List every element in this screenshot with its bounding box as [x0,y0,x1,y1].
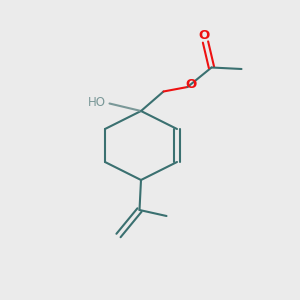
Text: HO: HO [88,95,106,109]
Text: O: O [198,29,210,42]
Text: O: O [185,77,197,91]
